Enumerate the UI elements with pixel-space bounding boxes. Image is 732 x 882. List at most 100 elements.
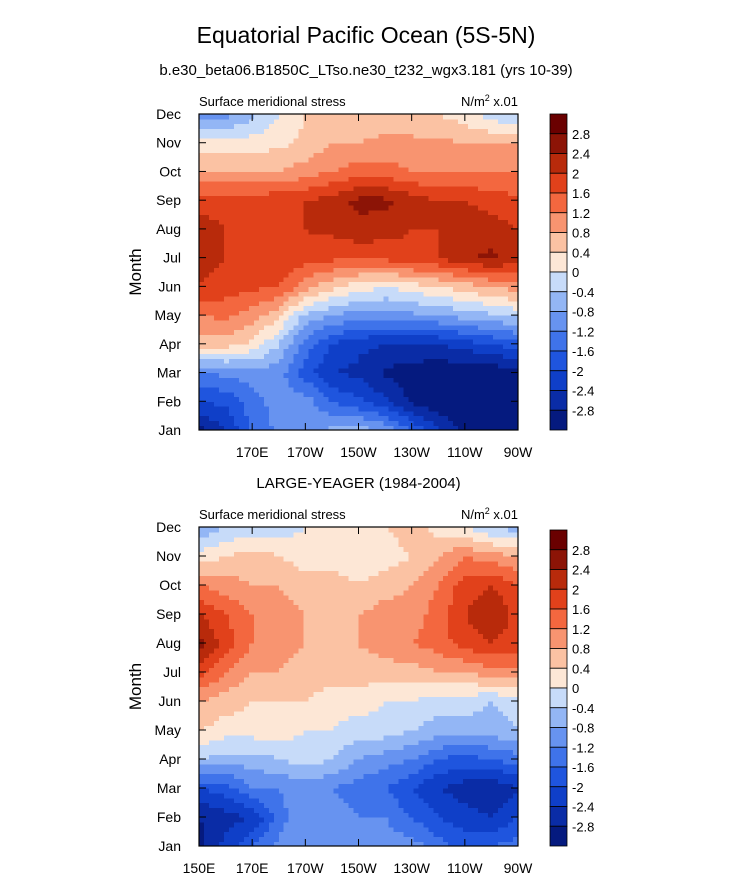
field-cell — [418, 358, 424, 364]
field-cell — [358, 425, 365, 431]
field-cell — [228, 185, 235, 192]
field-cell — [338, 118, 345, 125]
field-cell — [273, 248, 280, 254]
field-cell — [408, 286, 414, 292]
field-cell — [483, 152, 489, 158]
field-cell — [203, 214, 210, 220]
field-cell — [253, 821, 260, 828]
field-cell — [248, 305, 255, 311]
field-cell — [218, 176, 225, 182]
field-cell — [263, 401, 270, 407]
field-cell — [338, 324, 345, 331]
field-cell — [463, 276, 469, 283]
field-cell — [468, 157, 474, 163]
field-cell — [273, 204, 280, 211]
field-cell — [388, 802, 394, 808]
field-cell — [278, 161, 285, 168]
field-cell — [418, 286, 424, 292]
field-cell — [303, 147, 310, 153]
field-cell — [408, 353, 414, 359]
field-cell — [458, 826, 464, 833]
field-cell — [333, 262, 340, 268]
field-cell — [378, 310, 385, 316]
field-cell — [418, 831, 424, 837]
field-cell — [403, 257, 409, 264]
field-cell — [323, 841, 330, 847]
field-cell — [203, 281, 210, 287]
field-cell — [318, 137, 325, 144]
field-cell — [488, 137, 494, 144]
field-cell — [453, 310, 459, 316]
field-cell — [388, 358, 394, 364]
field-cell — [348, 831, 355, 837]
field-cell — [199, 276, 205, 283]
field-cell — [498, 272, 504, 278]
field-cell — [513, 295, 519, 302]
field-cell — [398, 831, 404, 837]
field-cell — [199, 214, 205, 220]
field-cell — [208, 821, 215, 828]
field-cell — [248, 118, 255, 125]
field-cell — [233, 171, 240, 177]
field-cell — [368, 377, 375, 383]
field-cell — [248, 161, 255, 168]
field-cell — [473, 123, 479, 129]
field-cell — [488, 195, 494, 201]
field-cell — [348, 171, 355, 177]
field-cell — [388, 114, 394, 120]
field-cell — [383, 797, 389, 804]
field-cell — [473, 817, 479, 823]
field-cell — [438, 190, 444, 196]
field-cell — [498, 817, 504, 823]
field-cell — [313, 114, 320, 120]
field-cell — [313, 319, 320, 326]
field-cell — [393, 267, 399, 273]
field-cell — [238, 315, 245, 321]
field-cell — [498, 358, 504, 364]
field-cell — [243, 157, 250, 163]
field-cell — [498, 410, 504, 417]
field-cell — [199, 114, 205, 120]
field-cell — [443, 152, 449, 158]
field-cell — [438, 128, 444, 134]
field-cell — [293, 802, 300, 808]
field-cell — [473, 807, 479, 813]
field-cell — [213, 252, 220, 259]
field-cell — [513, 171, 519, 177]
field-cell — [498, 152, 504, 158]
field-cell — [313, 185, 320, 192]
field-cell — [303, 257, 310, 264]
field-cell — [453, 372, 459, 378]
field-cell — [288, 257, 295, 264]
field-cell — [413, 238, 419, 244]
field-cell — [258, 133, 265, 139]
field-cell — [208, 286, 215, 292]
field-cell — [333, 367, 340, 374]
field-cell — [353, 319, 360, 326]
field-cell — [338, 382, 345, 388]
field-cell — [308, 310, 315, 316]
field-cell — [323, 243, 330, 249]
field-cell — [448, 841, 454, 847]
field-cell — [328, 157, 335, 163]
field-cell — [233, 348, 240, 354]
field-cell — [308, 415, 315, 422]
field-cell — [403, 133, 409, 139]
field-cell — [223, 281, 230, 287]
field-cell — [223, 295, 230, 302]
field-cell — [468, 836, 474, 842]
field-cell — [463, 262, 469, 268]
field-cell — [418, 841, 424, 847]
field-cell — [238, 252, 245, 259]
field-cell — [438, 415, 444, 422]
field-cell — [298, 831, 305, 837]
field-cell — [298, 382, 305, 388]
field-cell — [258, 329, 265, 335]
field-cell — [448, 248, 454, 254]
field-cell — [443, 406, 449, 412]
field-cell — [478, 841, 484, 847]
field-cell — [273, 792, 280, 799]
field-cell — [273, 797, 280, 804]
field-cell — [313, 329, 320, 335]
field-cell — [268, 171, 275, 177]
